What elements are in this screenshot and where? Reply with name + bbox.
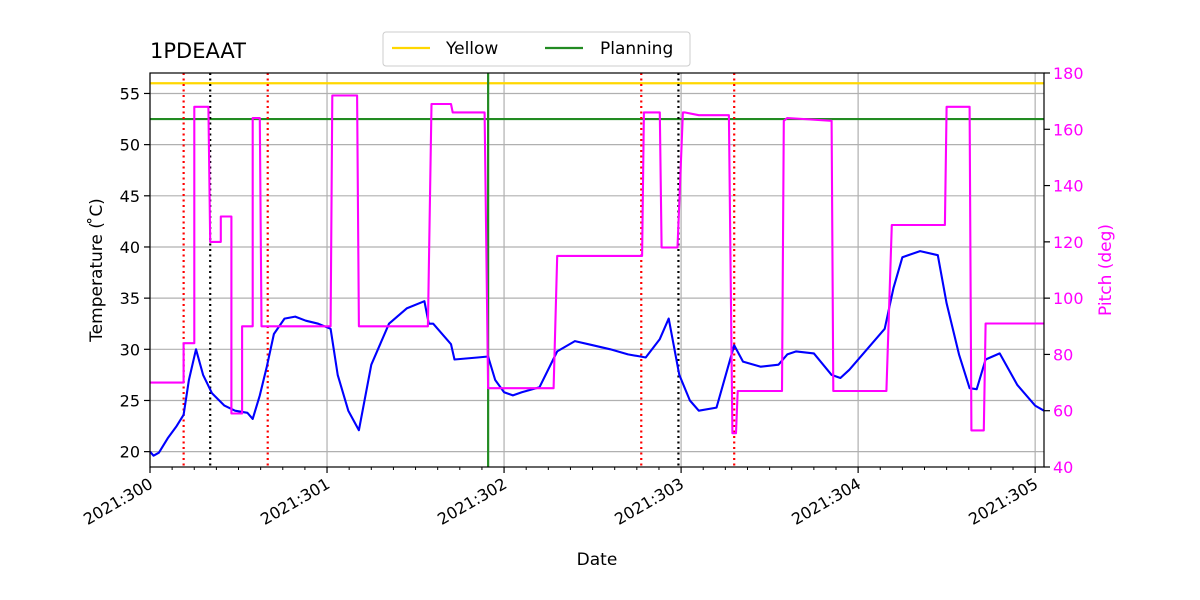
y-left-tick-label: 40	[120, 238, 140, 257]
y-axis-right-label: Pitch (deg)	[1096, 224, 1116, 316]
y-axis-left-label: Temperature ( ̊C)	[86, 198, 107, 343]
y-left-tick-label: 45	[120, 187, 140, 206]
legend-label-yellow: Yellow	[445, 39, 498, 59]
series-temperature-line	[149, 250, 1045, 457]
x-axis-label: Date	[577, 550, 618, 570]
x-tick-label: 2021:301	[257, 474, 333, 529]
y-left-tick-label: 55	[120, 84, 140, 103]
x-tick-label: 2021:300	[80, 474, 156, 529]
lines-layer	[150, 73, 1044, 467]
x-tick-label: 2021:304	[788, 474, 864, 529]
y-right-tick-label: 160	[1053, 120, 1084, 139]
x-tick-label: 2021:305	[965, 474, 1041, 529]
legend: Yellow Planning	[382, 31, 691, 67]
y-right-tick-label: 80	[1053, 345, 1073, 364]
y-right-tick-label: 140	[1053, 177, 1084, 196]
y-left-tick-label: 35	[120, 289, 140, 308]
x-tick-label: 2021:302	[434, 474, 510, 529]
y-right-tick-label: 60	[1053, 402, 1073, 421]
chart-title: 1PDEAAT	[150, 39, 246, 63]
y-right-tick-label: 120	[1053, 233, 1084, 252]
y-left-tick-label: 30	[120, 340, 140, 359]
y-right-tick-label: 180	[1053, 64, 1084, 83]
y-left-tick-label: 20	[120, 443, 140, 462]
grid-layer	[149, 73, 1044, 467]
legend-label-planning: Planning	[600, 39, 673, 59]
x-tick-label: 2021:303	[611, 474, 687, 529]
y-right-tick-label: 100	[1053, 289, 1084, 308]
y-right-tick-label: 40	[1053, 458, 1073, 477]
y-left-tick-label: 25	[120, 391, 140, 410]
plot-frame	[149, 72, 1045, 468]
series-layer	[149, 94, 1045, 457]
series-pitch-line	[150, 94, 1044, 435]
y-left-tick-label: 50	[120, 136, 140, 155]
legend-box	[382, 31, 691, 67]
